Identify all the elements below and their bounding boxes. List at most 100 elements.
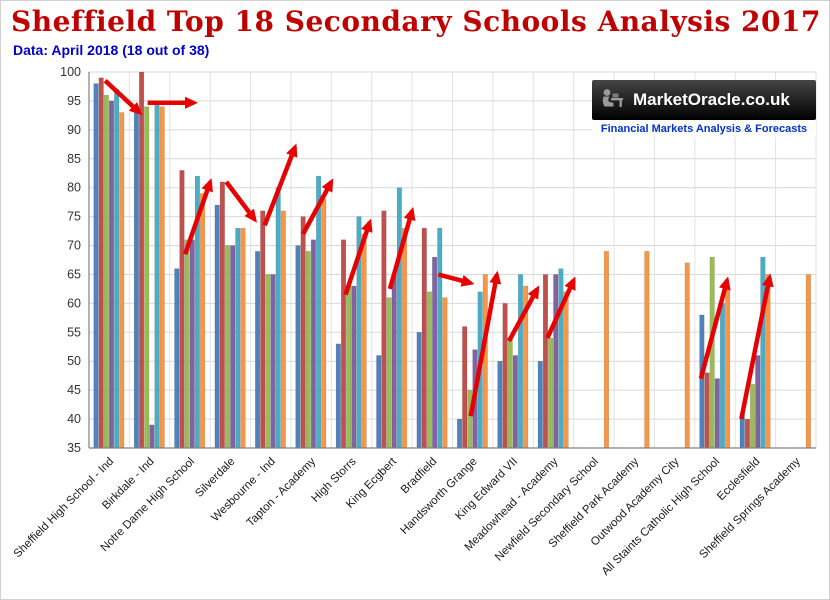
- bar: [396, 187, 402, 449]
- y-axis-labels: 35 40 45 50 55 60 65 70 75 80 85 90 95 100: [60, 65, 81, 455]
- vertical-gridlines: [128, 72, 817, 448]
- bar: [214, 204, 220, 449]
- y-tick-label: 65: [67, 267, 81, 281]
- bar: [437, 227, 443, 449]
- bar: [714, 378, 720, 449]
- bar: [704, 372, 710, 449]
- bar: [159, 106, 165, 449]
- y-tick-label: 80: [67, 181, 81, 195]
- bar: [300, 216, 306, 449]
- bar: [219, 181, 225, 449]
- x-tick-label: Handsworth Grange: [399, 456, 480, 537]
- bar: [442, 297, 448, 449]
- bar: [295, 245, 301, 449]
- bar: [386, 297, 392, 449]
- bar: [114, 89, 120, 449]
- bar: [760, 256, 766, 449]
- bar: [139, 71, 145, 449]
- bar: [265, 274, 271, 449]
- y-tick-label: 70: [67, 239, 81, 253]
- bar: [280, 210, 286, 449]
- bar: [391, 274, 397, 449]
- bar: [558, 268, 564, 449]
- page-title: Sheffield Top 18 Secondary Schools Analy…: [11, 5, 821, 38]
- bar: [230, 245, 236, 449]
- y-tick-label: 55: [67, 325, 81, 339]
- bar: [542, 274, 549, 449]
- bar: [189, 239, 195, 449]
- trend-arrow: [545, 276, 576, 340]
- trend-arrow: [739, 273, 774, 420]
- bars-series-1: [98, 71, 750, 449]
- bar: [235, 227, 241, 449]
- bar: [744, 418, 750, 449]
- marketoracle-logo-bar[interactable]: MarketOracle.co.uk: [592, 80, 816, 120]
- bars-series-4: [114, 89, 766, 449]
- y-tick-label: 35: [67, 441, 81, 455]
- y-tick-label: 75: [67, 210, 81, 224]
- bar: [517, 274, 524, 449]
- y-tick-label: 95: [67, 94, 81, 108]
- bars-series-5: [119, 106, 811, 449]
- bar: [305, 251, 311, 449]
- bar: [154, 100, 160, 449]
- bar: [275, 187, 281, 449]
- x-tick-label: Bradfield: [399, 456, 440, 497]
- bar: [93, 83, 99, 449]
- marketoracle-logo[interactable]: MarketOracle.co.uk Financial Markets Ana…: [592, 80, 816, 137]
- bar: [684, 262, 690, 449]
- bar: [482, 274, 488, 449]
- page-subtitle: Data: April 2018 (18 out of 38): [13, 42, 210, 58]
- bar: [755, 355, 761, 449]
- bar: [321, 199, 327, 449]
- bar: [133, 106, 139, 449]
- logo-brand-text: MarketOracle.co.uk: [633, 90, 790, 109]
- trend-arrow: [343, 218, 373, 296]
- x-tick-label: Tapton - Academy: [245, 455, 319, 529]
- y-tick-label: 60: [67, 296, 81, 310]
- bar: [108, 100, 115, 449]
- bar: [507, 337, 513, 449]
- bar: [184, 239, 190, 449]
- bar: [260, 210, 266, 449]
- logo-tagline: Financial Markets Analysis & Forecasts: [592, 122, 816, 137]
- bar: [340, 239, 347, 449]
- trend-arrow: [224, 180, 258, 223]
- bar: [401, 227, 408, 449]
- bar: [174, 268, 180, 449]
- bar: [719, 303, 726, 449]
- bar: [361, 233, 367, 449]
- bar: [381, 210, 387, 449]
- bar: [432, 256, 438, 449]
- bar-chart: 35 40 45 50 55 60 65 70 75 80 85 90 95 100 Sheffield H…: [12, 65, 817, 578]
- bar: [351, 285, 357, 449]
- bar: [255, 251, 261, 449]
- bar: [103, 94, 109, 449]
- bar: [497, 360, 503, 449]
- trend-arrow: [103, 79, 143, 116]
- bar: [426, 291, 433, 449]
- bar: [563, 291, 569, 449]
- bar: [270, 274, 276, 449]
- y-tick-label: 40: [67, 412, 81, 426]
- bar: [200, 193, 206, 449]
- trend-arrow: [507, 285, 540, 343]
- bar: [149, 424, 155, 449]
- y-tick-label: 50: [67, 354, 81, 368]
- bar: [467, 389, 473, 449]
- bar: [346, 285, 352, 449]
- chart-area: 35 40 45 50 55 60 65 70 75 80 85 90 95 100 Sheffield H…: [1, 60, 829, 587]
- bar: [421, 227, 427, 449]
- bar: [224, 245, 231, 449]
- bars-series-2: [103, 94, 756, 449]
- bar: [537, 360, 543, 449]
- bar: [240, 227, 246, 449]
- bar: [603, 251, 610, 449]
- bars-series-0: [93, 83, 745, 449]
- bar: [548, 337, 554, 449]
- trend-arrow: [387, 206, 416, 290]
- trend-arrow: [262, 143, 298, 227]
- y-tick-label: 45: [67, 383, 81, 397]
